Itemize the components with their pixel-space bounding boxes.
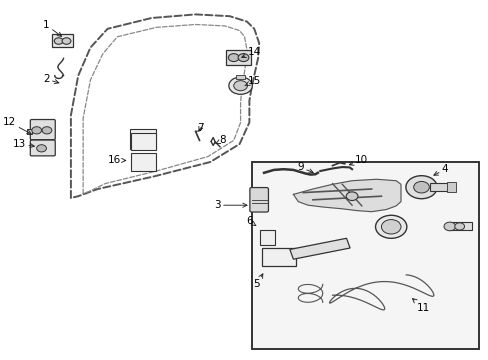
Circle shape: [32, 127, 41, 134]
FancyBboxPatch shape: [30, 140, 55, 156]
Bar: [262, 248, 296, 266]
Text: 5: 5: [253, 274, 263, 289]
Text: 11: 11: [412, 298, 429, 313]
Bar: [235, 75, 245, 79]
Text: 13: 13: [13, 139, 34, 149]
Text: 1: 1: [43, 20, 61, 36]
Text: 14: 14: [241, 47, 261, 58]
Circle shape: [443, 222, 455, 231]
Circle shape: [54, 38, 63, 44]
Circle shape: [405, 176, 436, 199]
Circle shape: [42, 127, 52, 134]
Text: 2: 2: [43, 74, 59, 84]
Circle shape: [454, 223, 464, 230]
Bar: [429, 183, 449, 191]
Text: 15: 15: [244, 76, 261, 86]
Bar: [251, 162, 478, 349]
Circle shape: [413, 181, 428, 193]
Bar: [289, 238, 349, 259]
Bar: [447, 182, 455, 192]
Circle shape: [375, 215, 406, 238]
Text: 12: 12: [3, 117, 31, 134]
Bar: [131, 153, 155, 171]
Circle shape: [228, 77, 252, 94]
Bar: [260, 230, 274, 245]
Text: 3: 3: [214, 200, 246, 210]
Bar: [226, 50, 250, 65]
FancyBboxPatch shape: [30, 120, 55, 140]
Text: 7: 7: [197, 123, 203, 133]
Bar: [131, 133, 155, 150]
Text: 6: 6: [245, 216, 255, 226]
Circle shape: [37, 145, 46, 152]
Circle shape: [381, 220, 400, 234]
Bar: [129, 129, 156, 149]
Bar: [449, 222, 471, 230]
Circle shape: [228, 54, 239, 62]
Text: 16: 16: [108, 155, 125, 165]
Bar: [27, 129, 32, 134]
Polygon shape: [293, 179, 400, 212]
Circle shape: [233, 81, 247, 91]
Bar: [52, 34, 73, 47]
Circle shape: [238, 54, 248, 62]
Text: 8: 8: [216, 135, 225, 145]
Circle shape: [346, 192, 357, 201]
Text: 9: 9: [297, 162, 312, 173]
Circle shape: [62, 38, 71, 44]
FancyBboxPatch shape: [249, 188, 268, 212]
Text: 10: 10: [349, 155, 367, 165]
Text: 4: 4: [433, 164, 447, 175]
